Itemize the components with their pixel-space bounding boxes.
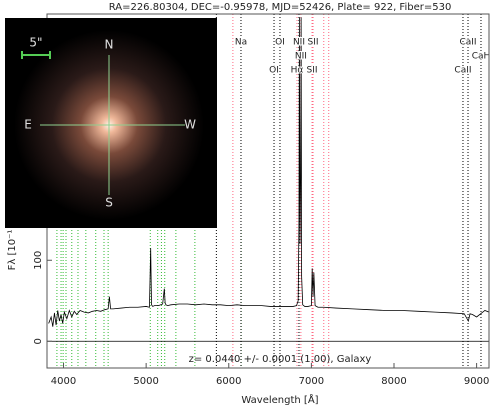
line-label: NII: [293, 38, 305, 48]
line-label: Na: [235, 38, 247, 48]
x-tick-label: 7000: [299, 376, 324, 387]
y-axis-label: Fλ [10⁻¹: [7, 230, 18, 271]
spectrum-line: [48, 17, 489, 327]
x-tick-label: 9000: [464, 376, 489, 387]
y-tick-label: 0: [33, 338, 44, 344]
annotation: z= 0.0440 +/- 0.0001 (1.00), Galaxy: [189, 354, 372, 365]
plot-area: [47, 14, 489, 368]
x-tick-label: 4000: [51, 376, 76, 387]
line-label: NII: [295, 52, 307, 62]
line-label: SII: [308, 38, 319, 48]
chart-title: RA=226.80304, DEC=-0.95978, MJD=52426, P…: [109, 2, 452, 13]
line-label: OI: [275, 38, 285, 48]
line-label: CaH: [472, 52, 491, 62]
x-tick-label: 6000: [216, 376, 241, 387]
line-label: Hα: [291, 66, 304, 76]
x-tick-label: 5000: [133, 376, 158, 387]
line-label: CaII: [459, 38, 476, 48]
compass-label: E: [24, 118, 32, 132]
y-tick-label: 100: [33, 251, 44, 270]
image-inset: 5" N S E W: [5, 18, 217, 228]
compass-label: N: [105, 38, 114, 52]
line-label: OI: [269, 66, 279, 76]
line-label: SII: [307, 66, 318, 76]
scale-label: 5": [29, 36, 42, 50]
compass-label: W: [184, 118, 196, 132]
compass-label: S: [105, 196, 113, 210]
x-tick-label: 8000: [381, 376, 406, 387]
line-label: CaII: [454, 66, 471, 76]
x-axis-label: Wavelength [Å]: [241, 393, 318, 406]
